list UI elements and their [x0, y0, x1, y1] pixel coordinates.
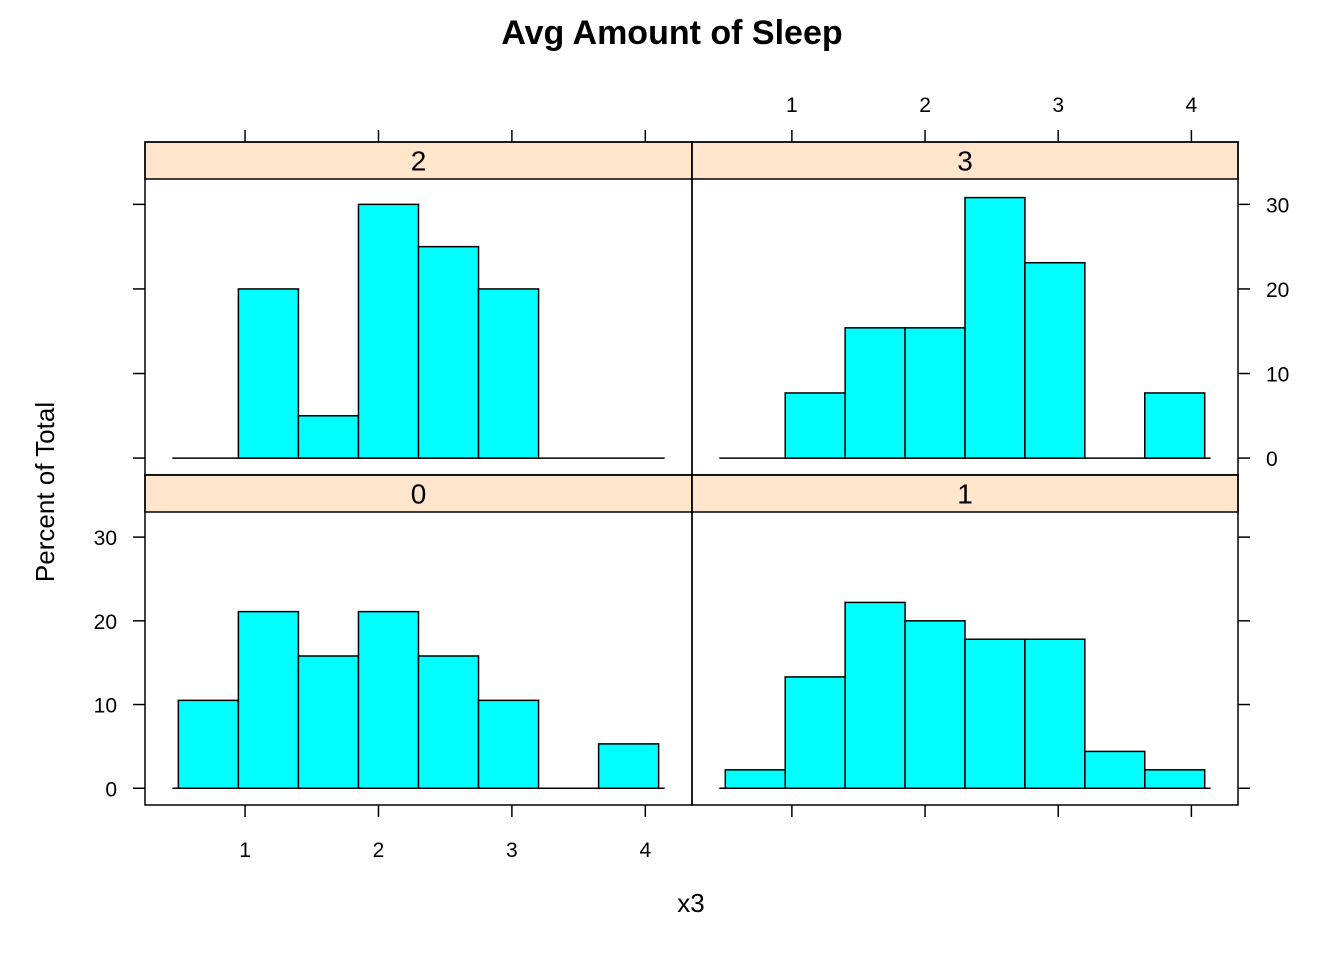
- bar-panel-0-7: [597, 743, 660, 790]
- bar-panel-2-2: [297, 415, 360, 459]
- y-tick-label-left-30: 30: [94, 527, 117, 550]
- bar-panel-1-2: [844, 601, 906, 790]
- bar-panel-1-5: [1024, 638, 1086, 790]
- x-tick-label-bottom-2: 2: [373, 839, 385, 862]
- panel-strip-label-1: 1: [957, 479, 973, 510]
- panel-strip-2: [144, 141, 693, 180]
- y-tick-label-left-0: 0: [105, 778, 117, 801]
- x-axis-label: x3: [677, 888, 704, 918]
- panel-strip-label-2: 2: [411, 146, 427, 177]
- bar-panel-1-6: [1084, 750, 1146, 790]
- bar-panel-3-1: [784, 392, 846, 459]
- y-tick-label-right-0: 0: [1266, 448, 1278, 471]
- bar-panel-3-7: [1144, 392, 1206, 459]
- panel-1: 1: [691, 474, 1239, 806]
- bar-panel-1-0: [724, 769, 786, 790]
- bar-panel-0-2: [297, 655, 360, 790]
- x-tick-label-bottom-1: 1: [239, 839, 251, 862]
- x-tick-label-top-1: 1: [786, 94, 798, 117]
- x-tick-label-bottom-4: 4: [639, 839, 651, 862]
- bar-panel-1-7: [1144, 769, 1206, 790]
- bar-panel-1-4: [964, 638, 1026, 790]
- chart-title: Avg Amount of Sleep: [501, 14, 842, 52]
- panel-3: 3: [691, 141, 1239, 476]
- bar-panel-1-1: [784, 676, 846, 790]
- bar-panel-0-5: [477, 699, 540, 790]
- bar-panel-3-4: [964, 196, 1026, 459]
- y-tick-label-right-10: 10: [1266, 364, 1289, 387]
- bar-panel-3-2: [844, 327, 906, 459]
- bar-panel-1-3: [904, 620, 966, 790]
- bar-panel-0-4: [417, 655, 480, 790]
- bar-panel-3-5: [1024, 261, 1086, 459]
- y-tick-label-right-30: 30: [1266, 194, 1289, 217]
- panel-frame-1: [691, 474, 1239, 806]
- panel-0: 0: [144, 474, 693, 806]
- bar-panel-0-1: [237, 610, 300, 790]
- y-axis-label: Percent of Total: [30, 402, 60, 582]
- panel-strip-label-0: 0: [411, 479, 427, 510]
- x-tick-label-top-2: 2: [919, 94, 931, 117]
- bar-panel-3-3: [904, 327, 966, 459]
- y-tick-label-right-20: 20: [1266, 279, 1289, 302]
- bar-panel-2-3: [357, 203, 420, 459]
- y-tick-label-left-20: 20: [94, 611, 117, 634]
- panels-layer: 2 3 0 1: [144, 141, 1239, 806]
- x-tick-label-top-4: 4: [1186, 94, 1198, 117]
- bar-panel-0-0: [177, 699, 240, 790]
- bar-panel-2-5: [477, 288, 540, 459]
- x-tick-label-top-3: 3: [1052, 94, 1064, 117]
- bar-panel-2-4: [417, 245, 480, 459]
- x-tick-label-bottom-3: 3: [506, 839, 518, 862]
- panel-strip-label-3: 3: [957, 146, 973, 177]
- bar-panel-2-1: [237, 288, 300, 459]
- y-tick-label-left-10: 10: [94, 695, 117, 718]
- panel-2: 2: [144, 141, 693, 476]
- bar-panel-0-3: [357, 610, 420, 790]
